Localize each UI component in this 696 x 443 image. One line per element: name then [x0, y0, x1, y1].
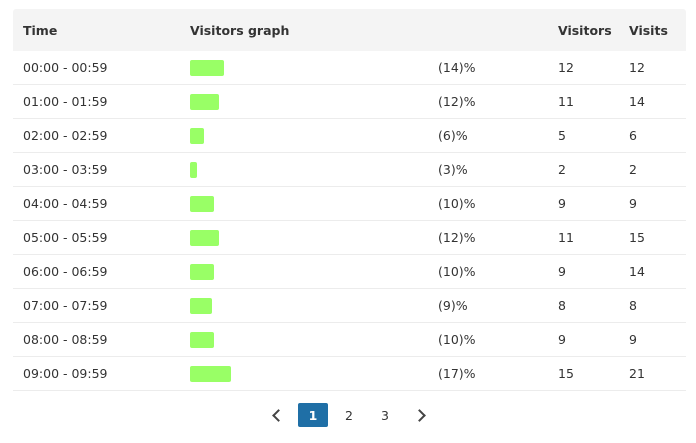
row-visits: 6 [629, 128, 637, 143]
row-visitors: 9 [558, 332, 566, 347]
table-body: 00:00 - 00:59 (14)% 12 12 01:00 - 01:59 (12)%… [13, 51, 686, 391]
header-visitors[interactable]: Visitors [558, 22, 612, 38]
chevron-left-icon [271, 408, 285, 422]
row-time: 02:00 - 02:59 [23, 128, 108, 143]
row-visitors: 9 [558, 264, 566, 279]
row-visitors-graph [190, 51, 224, 84]
row-percentage: (10)% [438, 264, 476, 279]
row-visitors-graph [190, 119, 204, 152]
table-row: 03:00 - 03:59 (3)% 2 2 [13, 153, 686, 187]
row-percentage: (3)% [438, 162, 468, 177]
page-1-button[interactable]: 1 [298, 403, 328, 427]
row-visitors: 8 [558, 298, 566, 313]
visitors-bar [190, 59, 224, 76]
visitors-bar [190, 195, 214, 212]
row-time: 05:00 - 05:59 [23, 230, 108, 245]
row-percentage: (10)% [438, 332, 476, 347]
page-3-button[interactable]: 3 [381, 407, 389, 423]
visitors-bar [190, 127, 204, 144]
prev-page-button[interactable] [270, 403, 286, 427]
visitors-bar [190, 161, 197, 178]
row-visitors-graph [190, 255, 214, 288]
row-visitors-graph [190, 357, 231, 390]
row-visits: 14 [629, 264, 645, 279]
chevron-right-icon [412, 408, 426, 422]
row-time: 07:00 - 07:59 [23, 298, 108, 313]
row-visitors: 11 [558, 230, 574, 245]
row-time: 08:00 - 08:59 [23, 332, 108, 347]
row-visitors-graph [190, 187, 214, 220]
table-row: 05:00 - 05:59 (12)% 11 15 [13, 221, 686, 255]
table-row: 07:00 - 07:59 (9)% 8 8 [13, 289, 686, 323]
row-percentage: (9)% [438, 298, 468, 313]
table-row: 01:00 - 01:59 (12)% 11 14 [13, 85, 686, 119]
row-visitors: 2 [558, 162, 566, 177]
row-time: 09:00 - 09:59 [23, 366, 108, 381]
row-visitors: 12 [558, 60, 574, 75]
row-visitors-graph [190, 289, 212, 322]
row-visitors-graph [190, 323, 214, 356]
visitors-bar [190, 263, 214, 280]
table-row: 08:00 - 08:59 (10)% 9 9 [13, 323, 686, 357]
header-visitors-graph: Visitors graph [190, 22, 290, 38]
visitors-bar [190, 93, 219, 110]
row-visits: 15 [629, 230, 645, 245]
table-header: Time Visitors graph Visitors Visits [13, 9, 686, 51]
row-visitors: 5 [558, 128, 566, 143]
row-percentage: (6)% [438, 128, 468, 143]
row-percentage: (14)% [438, 60, 476, 75]
visitors-bar [190, 229, 219, 246]
row-percentage: (12)% [438, 94, 476, 109]
visitors-bar [190, 365, 231, 382]
row-visits: 8 [629, 298, 637, 313]
row-visits: 12 [629, 60, 645, 75]
row-time: 04:00 - 04:59 [23, 196, 108, 211]
row-visitors-graph [190, 85, 219, 118]
table-row: 06:00 - 06:59 (10)% 9 14 [13, 255, 686, 289]
row-visits: 2 [629, 162, 637, 177]
row-visitors: 15 [558, 366, 574, 381]
table-row: 04:00 - 04:59 (10)% 9 9 [13, 187, 686, 221]
row-visits: 21 [629, 366, 645, 381]
table-row: 00:00 - 00:59 (14)% 12 12 [13, 51, 686, 85]
header-visits[interactable]: Visits [629, 22, 668, 38]
row-time: 00:00 - 00:59 [23, 60, 108, 75]
row-visitors: 11 [558, 94, 574, 109]
row-percentage: (10)% [438, 196, 476, 211]
row-visitors-graph [190, 153, 197, 186]
row-percentage: (17)% [438, 366, 476, 381]
table-row: 09:00 - 09:59 (17)% 15 21 [13, 357, 686, 391]
row-time: 01:00 - 01:59 [23, 94, 108, 109]
hourly-visitors-table: Time Visitors graph Visitors Visits 00:0… [13, 9, 686, 391]
page-2-button[interactable]: 2 [345, 407, 353, 423]
row-visits: 14 [629, 94, 645, 109]
row-percentage: (12)% [438, 230, 476, 245]
next-page-button[interactable] [411, 403, 427, 427]
row-time: 06:00 - 06:59 [23, 264, 108, 279]
table-row: 02:00 - 02:59 (6)% 5 6 [13, 119, 686, 153]
row-visitors: 9 [558, 196, 566, 211]
row-visits: 9 [629, 332, 637, 347]
visitors-bar [190, 331, 214, 348]
row-time: 03:00 - 03:59 [23, 162, 108, 177]
visitors-bar [190, 297, 212, 314]
header-time[interactable]: Time [23, 22, 58, 38]
row-visitors-graph [190, 221, 219, 254]
pagination: 1 2 3 [0, 403, 696, 427]
row-visits: 9 [629, 196, 637, 211]
